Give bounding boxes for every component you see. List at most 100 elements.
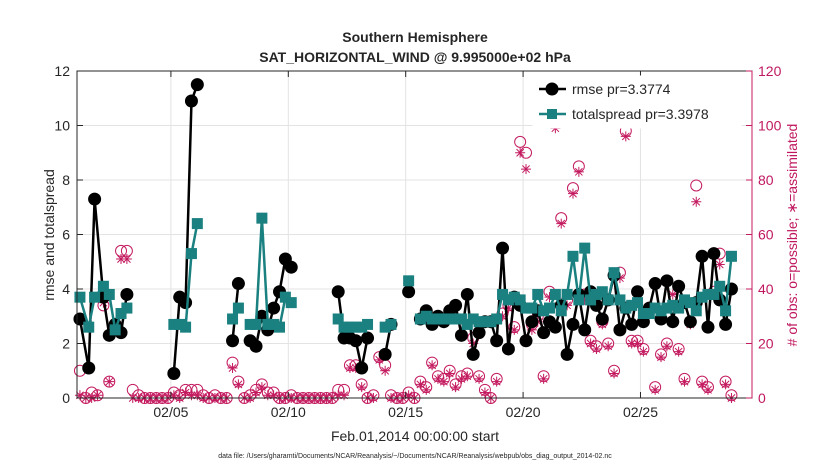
series-point-totalspread — [725, 250, 737, 262]
series-point-rmse — [249, 339, 263, 353]
series-point-totalspread — [684, 297, 696, 309]
series-point-totalspread — [455, 313, 467, 325]
series-point-rmse — [525, 315, 539, 329]
series-point-rmse — [179, 296, 193, 310]
legend-totalspread-marker — [547, 109, 557, 119]
series-point-totalspread — [274, 321, 285, 333]
obs-assimilated-marker — [432, 373, 443, 384]
series-point-rmse — [460, 287, 474, 301]
series-point-totalspread — [74, 291, 86, 303]
series-point-totalspread — [168, 318, 180, 330]
obs-assimilated-marker — [538, 373, 549, 384]
obs-assimilated-marker — [632, 338, 643, 349]
series-point-totalspread — [227, 313, 239, 325]
legend-totalspread-label: totalspread pr=3.3978 — [572, 106, 709, 122]
series-point-rmse — [184, 94, 198, 108]
series-point-rmse — [355, 361, 369, 375]
x-tick-label: 02/15 — [388, 404, 423, 420]
series-point-totalspread — [661, 302, 673, 314]
obs-assimilated-marker — [415, 379, 426, 390]
series-point-totalspread — [109, 324, 121, 336]
obs-assimilated-marker — [609, 368, 620, 379]
obs-possible-marker — [103, 375, 116, 388]
series-point-rmse — [648, 277, 662, 291]
series-point-totalspread — [620, 302, 632, 314]
series-point-totalspread — [590, 288, 602, 300]
series-point-totalspread — [632, 297, 644, 309]
series-point-rmse — [226, 334, 240, 348]
series-point-totalspread — [350, 321, 362, 333]
series-point-totalspread — [420, 310, 432, 322]
series-point-totalspread — [461, 318, 473, 330]
obs-assimilated-marker — [116, 254, 127, 265]
series-point-totalspread — [520, 302, 532, 314]
series-point-totalspread — [526, 302, 538, 314]
obs-assimilated-marker — [462, 371, 473, 382]
series-point-totalspread — [244, 318, 256, 330]
series-point-rmse — [167, 366, 181, 380]
obs-assimilated-marker — [521, 164, 532, 175]
obs-assimilated-marker — [186, 390, 197, 401]
series-point-rmse — [701, 320, 715, 334]
series-point-rmse — [631, 285, 645, 299]
obs-assimilated-marker — [380, 365, 391, 376]
obs-assimilated-marker — [450, 382, 461, 393]
y-tick-label: 8 — [62, 172, 70, 188]
obs-assimilated-marker — [702, 384, 713, 395]
series-point-totalspread — [414, 313, 426, 325]
obs-assimilated-marker — [503, 303, 514, 314]
x-axis-label: Feb.01,2014 00:00:00 start — [331, 428, 499, 444]
tick-labels: 02/05 02/10 02/15 02/20 02/25024681012020406… — [54, 63, 781, 420]
series-point-totalspread — [191, 218, 203, 230]
y-tick-label: 4 — [62, 281, 70, 297]
obs-assimilated-marker — [374, 354, 385, 365]
series-point-totalspread — [362, 318, 374, 330]
obs-assimilated-marker — [697, 379, 708, 390]
series-point-rmse — [672, 279, 686, 293]
obs-assimilated-marker — [691, 196, 702, 207]
obs-possible-marker — [514, 135, 527, 148]
series-point-totalspread — [485, 316, 497, 328]
series-point-rmse — [267, 301, 281, 315]
obs-assimilated-marker — [620, 131, 631, 142]
y-tick-label-right: 60 — [758, 227, 774, 243]
series-point-totalspread — [403, 275, 415, 287]
series-point-totalspread — [83, 321, 95, 333]
y-tick-label: 0 — [62, 390, 70, 406]
y-tick-label-right: 40 — [758, 281, 774, 297]
obs-assimilated-marker — [268, 390, 279, 401]
series-point-totalspread — [549, 288, 561, 300]
legend-box — [532, 75, 742, 129]
series-point-rmse — [595, 312, 609, 326]
x-tick-label: 02/25 — [623, 404, 658, 420]
y-tick-label-right: 0 — [758, 390, 766, 406]
series-point-totalspread — [602, 294, 614, 306]
obs-assimilated-marker — [444, 368, 455, 379]
series-point-totalspread — [256, 212, 268, 224]
series-point-totalspread — [180, 321, 192, 333]
series-point-rmse — [88, 192, 102, 206]
series-point-totalspread — [279, 291, 291, 303]
obs-assimilated-marker — [474, 373, 485, 384]
obs-assimilated-marker — [333, 390, 344, 401]
obs-assimilated-marker — [673, 346, 684, 357]
obs-assimilated-marker — [421, 384, 432, 395]
series-point-totalspread — [268, 318, 280, 330]
series-point-totalspread — [115, 308, 127, 320]
obs-assimilated-marker — [661, 341, 672, 352]
obs-assimilated-marker — [339, 390, 350, 401]
series-point-totalspread — [714, 280, 726, 292]
y-axis-label: rmse and totalspread — [41, 169, 57, 301]
obs-assimilated-marker — [344, 363, 355, 374]
series-point-totalspread — [626, 299, 638, 311]
series-point-totalspread — [432, 313, 444, 325]
y-tick-label: 12 — [54, 63, 70, 79]
obs-assimilated-marker — [479, 387, 490, 398]
series-point-rmse — [519, 334, 533, 348]
series-point-rmse — [454, 328, 468, 342]
series-point-totalspread — [555, 305, 567, 317]
series-point-totalspread — [379, 321, 391, 333]
obs-assimilated-marker — [567, 188, 578, 199]
series-point-totalspread — [637, 308, 649, 320]
